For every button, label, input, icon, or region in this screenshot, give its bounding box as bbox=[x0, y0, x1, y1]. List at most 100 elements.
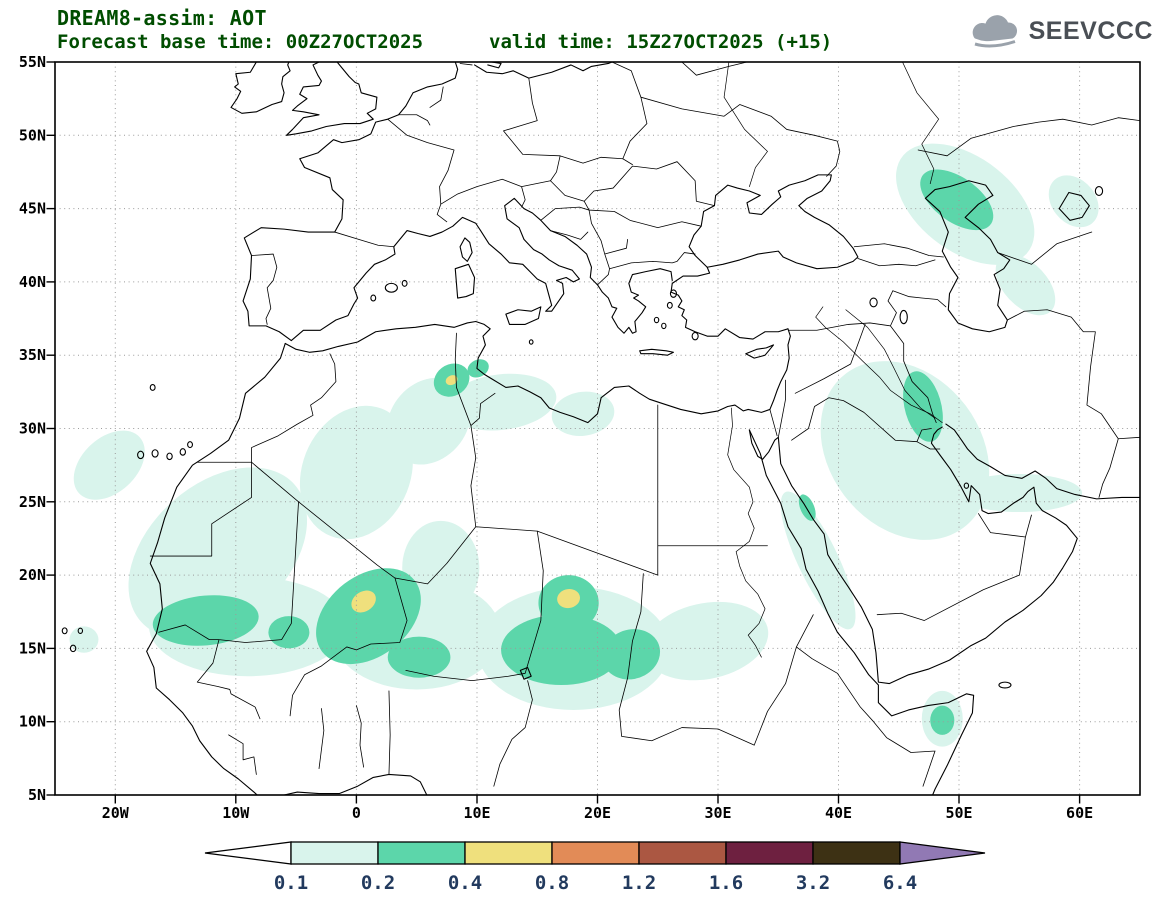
lon-label: 40E bbox=[825, 804, 852, 822]
colorbar-label: 3.2 bbox=[796, 872, 830, 894]
colorbar-label: 0.4 bbox=[448, 872, 482, 894]
island-capeverde-3 bbox=[78, 628, 82, 633]
island-socotra bbox=[999, 682, 1011, 688]
lon-label: 0 bbox=[352, 804, 361, 822]
colorbar-segment-0.2-0.4 bbox=[377, 841, 466, 865]
island-ibiza bbox=[371, 295, 376, 301]
island-menorca bbox=[402, 280, 407, 286]
colorbar-label: 0.1 bbox=[274, 872, 308, 894]
river-euphrates bbox=[816, 307, 943, 423]
border-niger-chad-nigeria bbox=[406, 531, 543, 786]
axis-ticks bbox=[46, 61, 1081, 804]
lat-label: 5N bbox=[28, 786, 46, 804]
river-tigris bbox=[846, 310, 935, 418]
cloud-icon bbox=[968, 15, 1018, 48]
lon-label: 10E bbox=[463, 804, 490, 822]
lat-label: 15N bbox=[19, 639, 46, 657]
coast-britain bbox=[286, 62, 376, 135]
lat-label: 40N bbox=[19, 273, 46, 291]
colorbar-segment-1.6-3.2 bbox=[725, 841, 814, 865]
logo-text: SEEVCCC bbox=[1028, 16, 1153, 45]
latitude-labels: 55N 50N 45N 40N 35N 30N 25N 20N 15N 10N … bbox=[19, 53, 46, 804]
lake-van bbox=[870, 298, 877, 307]
island-canary-3 bbox=[167, 453, 172, 459]
colorbar-arrow-right bbox=[899, 841, 986, 865]
island-sardinia bbox=[455, 264, 474, 298]
aot-shade-level-0.2-0.4 bbox=[152, 169, 994, 735]
coast-caspian-sea bbox=[925, 181, 1009, 332]
colorbar-segment-3.2-6.4 bbox=[812, 841, 901, 865]
border-mali-niger-burkina bbox=[290, 578, 407, 774]
lat-label: 10N bbox=[19, 713, 46, 731]
coast-sinai-arabia bbox=[749, 427, 1077, 684]
island-canary-5 bbox=[188, 442, 193, 448]
border-central-europe bbox=[503, 78, 632, 181]
border-morocco-westsahara bbox=[150, 354, 336, 556]
border-saudi-iraq-kuwait bbox=[792, 398, 940, 449]
coast-turkey-aegean bbox=[671, 267, 788, 339]
island-naxos bbox=[662, 323, 666, 328]
border-central-asia bbox=[918, 118, 1140, 265]
border-east-europe bbox=[612, 62, 840, 176]
coast-mediterranean-europe bbox=[291, 198, 672, 340]
island-cyclades bbox=[654, 317, 658, 322]
island-canary-4 bbox=[180, 449, 185, 455]
colorbar-label: 1.6 bbox=[709, 872, 743, 894]
island-cyprus bbox=[746, 345, 774, 358]
island-rhodes bbox=[692, 332, 698, 339]
lon-label: 10W bbox=[222, 804, 250, 822]
lon-label: 30E bbox=[704, 804, 731, 822]
colorbar-label: 0.8 bbox=[535, 872, 569, 894]
border-jordan-israel-sinai bbox=[770, 324, 865, 437]
plot-subtitle: Forecast base time: 00Z27OCT2025 valid ti… bbox=[57, 31, 832, 53]
rivers bbox=[724, 62, 942, 657]
island-crete bbox=[640, 349, 674, 355]
island-sicily bbox=[506, 307, 541, 325]
lat-label: 20N bbox=[19, 566, 46, 584]
island-capeverde-1 bbox=[70, 645, 75, 651]
lon-label: 60E bbox=[1066, 804, 1093, 822]
island-bahrain bbox=[964, 483, 968, 488]
lat-label: 45N bbox=[19, 200, 46, 218]
island-lesbos bbox=[670, 290, 676, 297]
colorbar-label: 6.4 bbox=[883, 872, 917, 894]
coast-iran-south bbox=[946, 424, 1140, 499]
island-corsica bbox=[460, 238, 472, 261]
coast-gulf-of-guinea bbox=[284, 774, 427, 796]
border-balkans-romania bbox=[541, 162, 715, 240]
island-canary-2 bbox=[152, 450, 158, 457]
coast-atlantic-africa bbox=[147, 343, 286, 796]
aot-shade-level-0.4-0.8 bbox=[351, 375, 580, 613]
colorbar-segment-0.1-0.2 bbox=[290, 841, 379, 865]
border-yemen-oman-uae bbox=[877, 514, 1031, 621]
border-caucasus bbox=[854, 244, 943, 266]
island-mallorca bbox=[385, 283, 397, 292]
lat-label: 55N bbox=[19, 53, 46, 71]
border-france-germany-italy bbox=[388, 63, 551, 221]
coast-red-sea-africa-horn bbox=[749, 430, 973, 795]
border-chad-sudan bbox=[619, 574, 813, 746]
island-chios bbox=[667, 302, 672, 308]
border-horn-of-africa bbox=[796, 647, 935, 786]
lon-label: 20E bbox=[584, 804, 611, 822]
colorbar-segment-0.8-1.2 bbox=[551, 841, 640, 865]
river-nile bbox=[728, 408, 765, 657]
colorbar-segment-1.2-1.6 bbox=[638, 841, 727, 865]
coast-baltic bbox=[475, 62, 612, 78]
lon-label: 50E bbox=[945, 804, 972, 822]
border-portugal-spain bbox=[252, 232, 394, 324]
lat-label: 35N bbox=[19, 346, 46, 364]
valid-time: valid time: 15Z27OCT2025 (+15) bbox=[489, 31, 833, 53]
coast-aral-sea bbox=[1059, 192, 1089, 220]
lat-label: 25N bbox=[19, 493, 46, 511]
island-malta bbox=[529, 340, 533, 344]
colorbar: 0.1 0.2 0.4 0.8 1.2 1.6 3.2 6.4 bbox=[204, 841, 986, 894]
lake-aral-small bbox=[1095, 187, 1102, 196]
border-iran-east bbox=[1007, 310, 1140, 498]
plot-title: DREAM8-assim: AOT bbox=[57, 6, 267, 30]
lake-chad bbox=[520, 667, 531, 679]
island-madeira bbox=[150, 385, 155, 391]
border-libya-egypt-sudan bbox=[476, 405, 768, 575]
